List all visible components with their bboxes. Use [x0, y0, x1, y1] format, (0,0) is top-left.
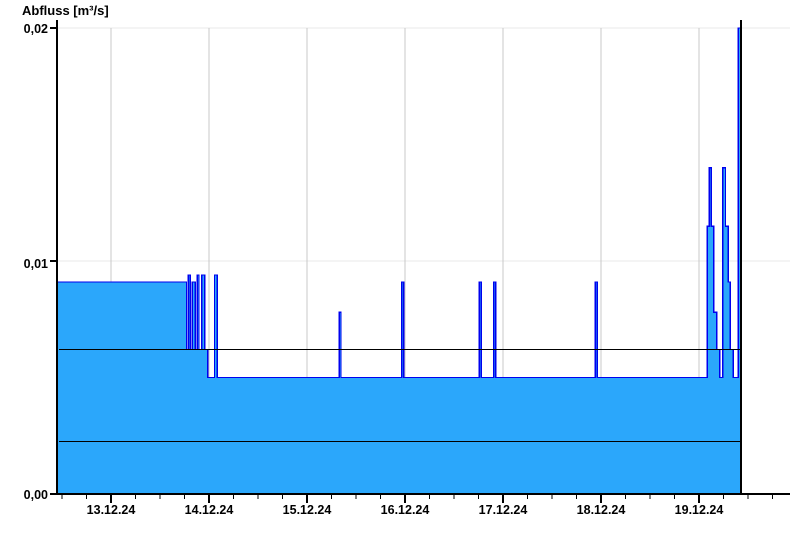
axes-group [56, 20, 790, 495]
x-tick-label-2: 15.12.24 [282, 503, 332, 517]
y-axis-title: Abfluss [m³/s] [22, 3, 109, 18]
reference-lines-group [59, 348, 741, 443]
x-tick-label-0: 13.12.24 [86, 503, 136, 517]
x-tick-label-1: 14.12.24 [184, 503, 234, 517]
y-tick-label-002: 0,02 [23, 22, 48, 36]
x-tick-label-3: 16.12.24 [380, 503, 430, 517]
ticks-group [50, 27, 774, 503]
series-area-group [57, 27, 742, 494]
x-tick-label-4: 17.12.24 [478, 503, 528, 517]
x-tick-label-6: 19.12.24 [674, 503, 724, 517]
series-outline [57, 27, 742, 379]
y-tick-label-000: 0,00 [23, 488, 48, 502]
y-tick-label-001: 0,01 [23, 257, 48, 271]
x-tick-label-5: 18.12.24 [576, 503, 626, 517]
